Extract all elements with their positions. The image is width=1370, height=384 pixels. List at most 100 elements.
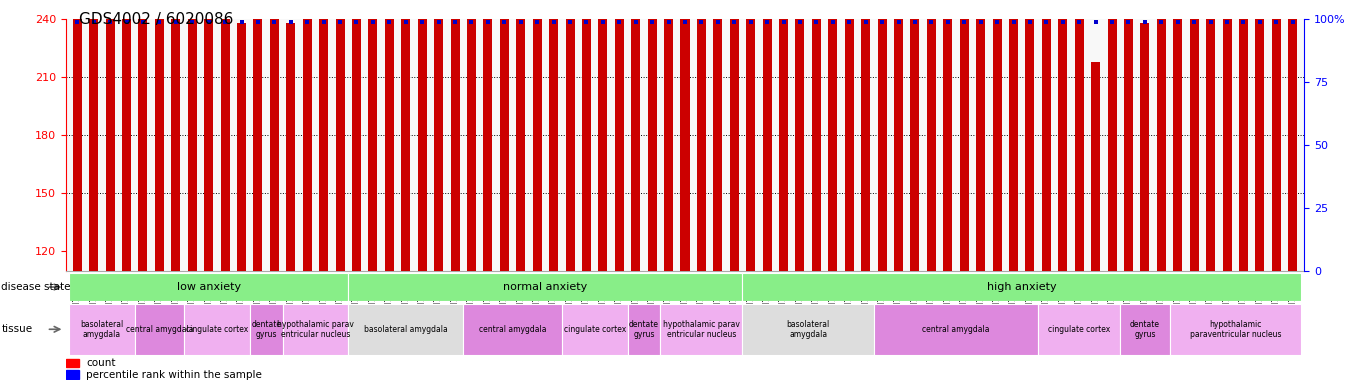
Point	[904, 19, 926, 25]
Point	[625, 19, 647, 25]
Point	[1282, 19, 1304, 25]
Point	[510, 19, 532, 25]
Point	[543, 19, 564, 25]
Bar	[1041, 0, 1051, 271]
Bar	[66, 370, 78, 379]
Point	[526, 19, 548, 25]
Bar	[648, 0, 656, 271]
Point	[1217, 19, 1238, 25]
Bar	[134, 304, 184, 355]
Bar	[221, 0, 230, 271]
Point	[493, 19, 515, 25]
Bar	[1156, 0, 1166, 271]
Point	[1249, 19, 1271, 25]
Bar	[1189, 0, 1199, 271]
Point	[986, 19, 1008, 25]
Bar	[743, 273, 1302, 301]
Point	[838, 19, 860, 25]
Text: high anxiety: high anxiety	[986, 282, 1056, 292]
Point	[1036, 19, 1058, 25]
Bar	[303, 0, 312, 271]
Point	[460, 19, 482, 25]
Point	[773, 19, 795, 25]
Bar	[204, 0, 214, 271]
Bar	[714, 10, 722, 271]
Point	[1233, 19, 1255, 25]
Point	[723, 19, 745, 25]
Bar	[664, 4, 673, 271]
Bar	[697, 0, 706, 271]
Text: basolateral
amygdala: basolateral amygdala	[81, 319, 123, 339]
Bar	[1255, 13, 1265, 271]
Point	[1134, 19, 1156, 25]
Point	[888, 19, 910, 25]
Bar	[747, 0, 755, 271]
Point	[1003, 19, 1025, 25]
Bar	[348, 273, 743, 301]
Bar	[1091, 62, 1100, 271]
Bar	[730, 0, 738, 271]
Text: disease state: disease state	[1, 282, 71, 292]
Bar	[1025, 0, 1034, 271]
Bar	[188, 0, 197, 271]
Bar	[1008, 0, 1018, 271]
Bar	[895, 0, 903, 271]
Bar	[451, 0, 459, 271]
Text: hypothalamic parav
entricular nucleus: hypothalamic parav entricular nucleus	[663, 319, 740, 339]
Bar	[977, 19, 985, 271]
Point	[608, 19, 630, 25]
Point	[1184, 19, 1206, 25]
Point	[115, 19, 137, 25]
Bar	[138, 17, 148, 271]
Bar	[829, 0, 837, 271]
Text: central amygdala: central amygdala	[126, 325, 193, 334]
Bar	[927, 0, 936, 271]
Bar	[1222, 0, 1232, 271]
Bar	[1058, 0, 1067, 271]
Bar	[467, 0, 475, 271]
Bar	[122, 0, 132, 271]
Point	[937, 19, 959, 25]
Bar	[73, 0, 82, 271]
Text: dentate
gyrus: dentate gyrus	[1130, 319, 1160, 339]
Bar	[562, 304, 627, 355]
Text: hypothalamic parav
entricular nucleus: hypothalamic parav entricular nucleus	[277, 319, 353, 339]
Bar	[615, 0, 623, 271]
Point	[247, 19, 269, 25]
Point	[921, 19, 943, 25]
Point	[871, 19, 893, 25]
Bar	[516, 0, 525, 271]
Bar	[434, 0, 443, 271]
Point	[395, 19, 416, 25]
Text: basolateral amygdala: basolateral amygdala	[364, 325, 448, 334]
Point	[1200, 19, 1222, 25]
Bar	[627, 304, 660, 355]
Point	[954, 19, 975, 25]
Point	[1101, 19, 1123, 25]
Point	[362, 19, 384, 25]
Bar	[484, 0, 492, 271]
Point	[132, 19, 153, 25]
Bar	[660, 304, 743, 355]
Point	[312, 19, 334, 25]
Point	[1069, 19, 1091, 25]
Point	[806, 19, 827, 25]
Point	[641, 19, 663, 25]
Point	[181, 19, 203, 25]
Point	[1151, 19, 1173, 25]
Point	[214, 19, 236, 25]
Bar	[418, 0, 426, 271]
Point	[230, 19, 252, 25]
Point	[1118, 19, 1140, 25]
Bar	[1238, 0, 1248, 271]
Bar	[780, 0, 788, 271]
Bar	[155, 0, 164, 271]
Bar	[1206, 13, 1215, 271]
Bar	[369, 0, 377, 271]
Point	[477, 19, 499, 25]
Text: dentate
gyrus: dentate gyrus	[251, 319, 281, 339]
Bar	[681, 6, 689, 271]
Bar	[348, 304, 463, 355]
Bar	[253, 0, 263, 271]
Bar	[463, 304, 562, 355]
